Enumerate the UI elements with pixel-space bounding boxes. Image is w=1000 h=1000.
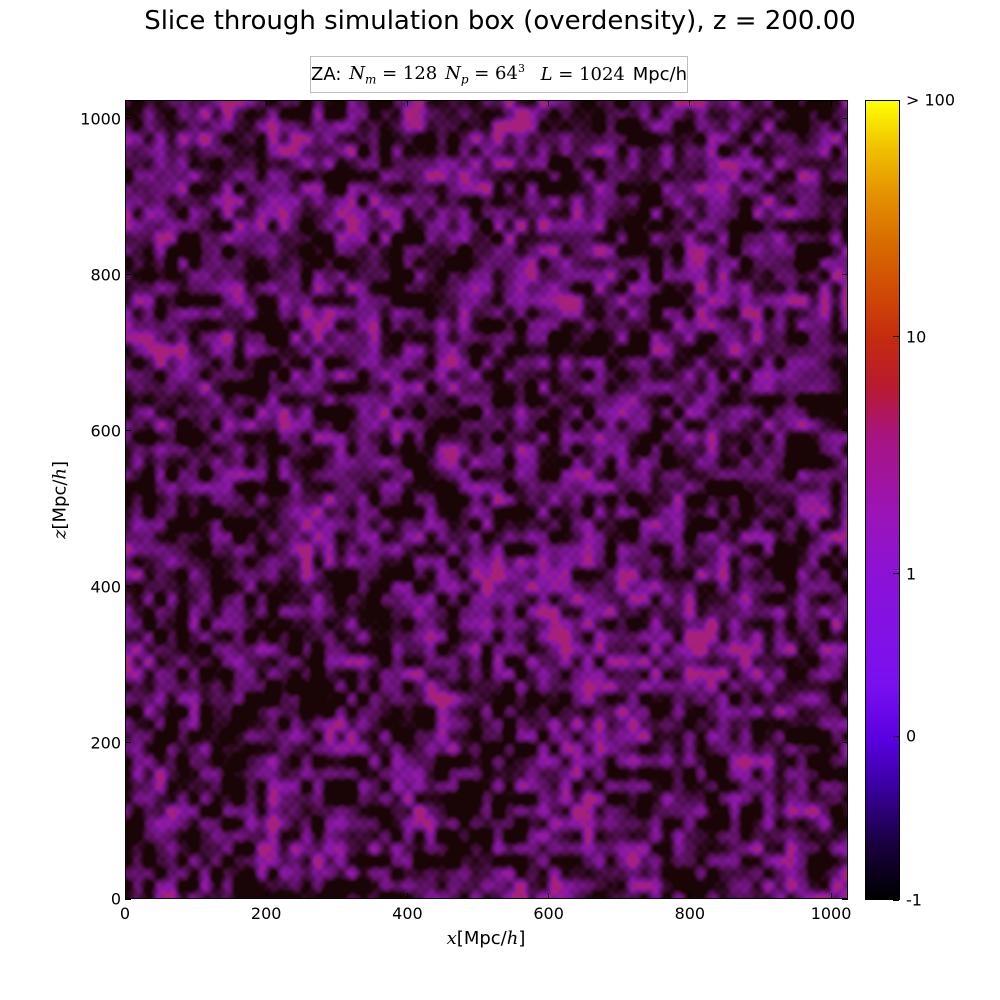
colorbar-tick-label: 0 xyxy=(906,726,917,746)
colorbar-tick-mark xyxy=(893,735,899,737)
x-tick-mark xyxy=(548,893,550,899)
y-tick-mark xyxy=(842,898,848,900)
y-tick-label: 1000 xyxy=(80,109,121,129)
y-tick-mark xyxy=(125,742,131,744)
colorbar-tick-mark xyxy=(893,899,899,901)
x-axis-label: x[Mpc/h] xyxy=(446,928,526,949)
x-tick-mark xyxy=(265,100,267,106)
legend-nm: Nm = 128 xyxy=(349,62,438,87)
y-tick-label: 0 xyxy=(110,889,121,909)
y-tick-mark xyxy=(842,430,848,432)
x-tick-label: 800 xyxy=(674,904,706,923)
y-tick-label: 400 xyxy=(90,577,121,597)
x-tick-mark xyxy=(830,893,832,899)
legend-box: ZA: Nm = 128 Np = 643 L = 1024 Mpc/h xyxy=(310,56,688,93)
x-tick-mark xyxy=(830,100,832,106)
y-tick-mark xyxy=(842,586,848,588)
x-tick-mark xyxy=(548,100,550,106)
colorbar-tick-mark xyxy=(893,573,899,575)
y-axis-label: z[Mpc/h] xyxy=(49,460,71,540)
y-tick-mark xyxy=(842,118,848,120)
x-tick-label: 400 xyxy=(392,904,423,923)
y-tick-label: 200 xyxy=(90,733,121,753)
y-tick-mark xyxy=(125,898,131,900)
legend-l-unit: Mpc/h xyxy=(632,64,688,85)
x-tick-label: 0 xyxy=(119,904,131,923)
y-tick-label: 800 xyxy=(90,265,121,285)
chart-title: Slice through simulation box (overdensit… xyxy=(144,6,856,36)
plot-area xyxy=(125,100,848,899)
legend-np: Np = 643 xyxy=(445,62,525,87)
x-tick-label: 600 xyxy=(533,904,564,923)
x-tick-label: 1000 xyxy=(810,904,852,923)
y-tick-mark xyxy=(125,430,131,432)
x-tick-mark xyxy=(265,893,267,899)
y-tick-label: 600 xyxy=(90,421,121,441)
y-tick-mark xyxy=(125,274,131,276)
y-tick-mark xyxy=(842,742,848,744)
x-tick-mark xyxy=(124,100,126,106)
x-tick-mark xyxy=(689,100,691,106)
x-tick-mark xyxy=(689,893,691,899)
x-tick-label: 200 xyxy=(250,904,282,923)
x-tick-mark xyxy=(406,100,408,106)
x-tick-mark xyxy=(124,893,126,899)
colorbar-tick-label: > 100 xyxy=(906,90,956,110)
y-tick-mark xyxy=(125,118,131,120)
y-tick-mark xyxy=(125,586,131,588)
x-tick-mark xyxy=(406,893,408,899)
colorbar-tick-mark xyxy=(893,99,899,101)
legend-prefix: ZA: xyxy=(310,64,342,85)
colorbar-tick-label: -1 xyxy=(906,890,922,910)
overdensity-heatmap xyxy=(126,101,847,898)
colorbar-tick-label: 1 xyxy=(906,564,917,584)
y-tick-mark xyxy=(842,274,848,276)
colorbar-tick-label: 10 xyxy=(906,327,927,347)
legend-l: L = 1024 xyxy=(540,64,625,85)
colorbar xyxy=(865,100,900,900)
colorbar-tick-mark xyxy=(893,336,899,338)
